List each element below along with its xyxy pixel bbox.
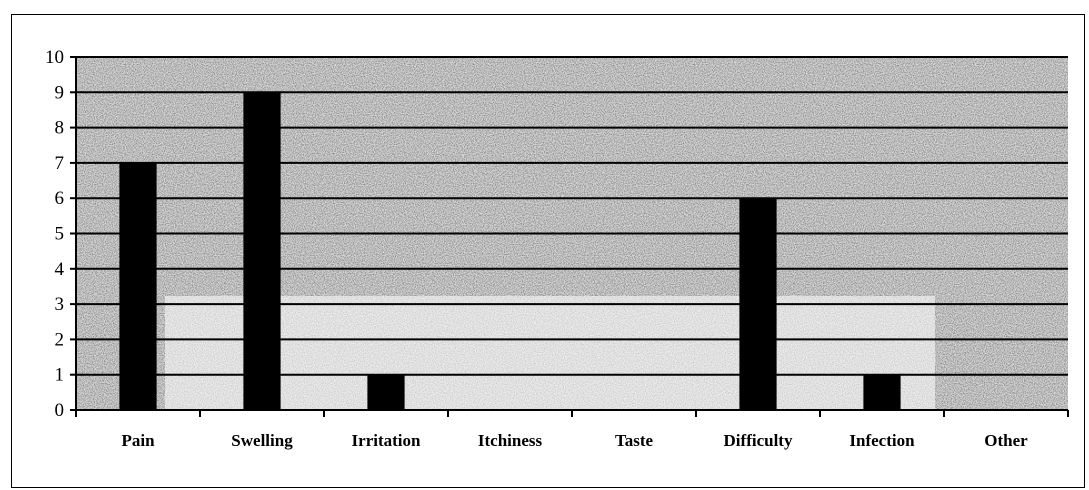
bars — [119, 92, 901, 411]
x-category-label: Infection — [849, 431, 915, 450]
y-tick-label: 6 — [55, 188, 65, 209]
y-tick-label: 7 — [55, 153, 65, 174]
x-tick-labels: Pain Swelling Irritation Itchiness Taste Diff… — [121, 431, 1028, 450]
bar-pain — [119, 162, 157, 410]
y-tick-label: 0 — [55, 400, 65, 421]
y-tick-label: 9 — [55, 82, 65, 103]
x-category-label: Itchiness — [478, 431, 543, 450]
x-category-label: Irritation — [352, 431, 421, 450]
x-category-label: Swelling — [231, 431, 293, 450]
x-category-label: Other — [984, 431, 1028, 450]
bar-swelling — [243, 92, 281, 411]
y-tick-label: 4 — [55, 259, 65, 280]
x-category-label: Difficulty — [724, 431, 793, 450]
axes — [70, 56, 1069, 417]
y-tick-label: 8 — [55, 118, 65, 139]
y-tick-labels: 0 1 2 3 4 5 6 7 8 9 10 — [45, 47, 65, 421]
watermark-band — [165, 296, 935, 411]
bar-infection — [863, 374, 901, 410]
x-category-label: Taste — [615, 431, 654, 450]
bar-irritation — [367, 374, 405, 410]
x-category-label: Pain — [121, 431, 155, 450]
y-tick-label: 3 — [55, 294, 65, 315]
y-tick-label: 1 — [55, 365, 65, 386]
bar-difficulty — [739, 198, 777, 410]
y-tick-label: 10 — [45, 47, 64, 68]
gridlines — [76, 56, 1068, 376]
y-tick-label: 5 — [55, 224, 65, 245]
y-tick-label: 2 — [55, 329, 65, 350]
